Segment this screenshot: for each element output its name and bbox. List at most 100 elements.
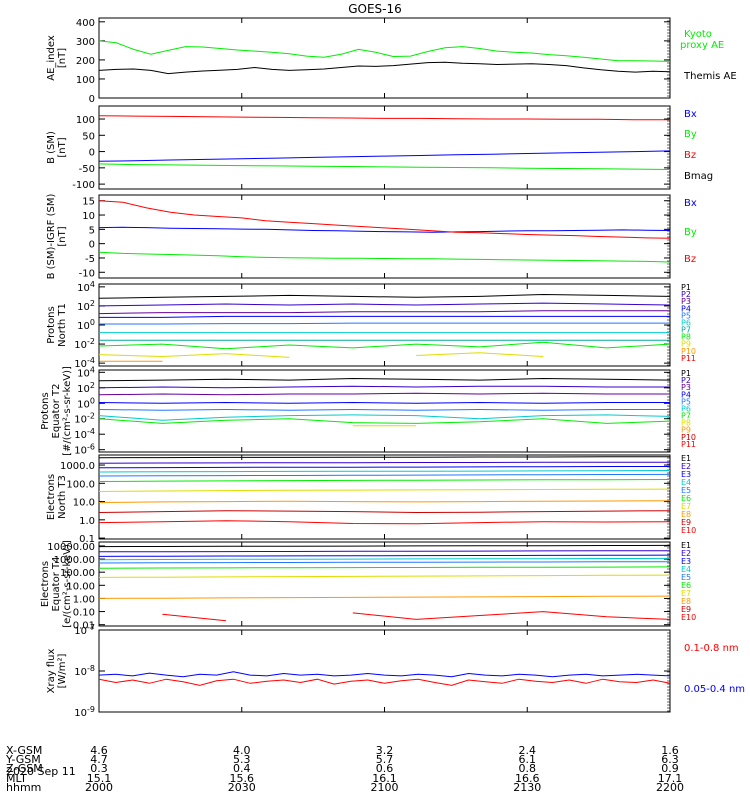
series-line-e6 <box>98 479 671 482</box>
y-tick-label: 300 <box>76 37 95 48</box>
panel-frame <box>98 194 671 279</box>
series-line-bz <box>98 200 671 239</box>
series-line-p6 <box>98 414 671 421</box>
legend-e9: E9 <box>681 605 691 614</box>
y-tick-label: 0.10 <box>73 608 95 619</box>
series-line-e5 <box>98 561 671 564</box>
ephem-value: 0.6 <box>375 762 394 775</box>
panel-frame <box>98 541 671 627</box>
legend-bz: Bz <box>684 254 696 265</box>
y-tick-label: 10.0 <box>73 498 95 509</box>
y-tick-label: 10-2 <box>74 337 95 351</box>
series-line-bx <box>98 226 671 233</box>
y-axis-label: B (SM)[nT] <box>46 131 68 164</box>
ephem-value: 0.8 <box>518 762 537 775</box>
ephem-value: 0.9 <box>661 762 679 775</box>
series-line-p7 <box>98 418 671 424</box>
series-line-e7 <box>98 574 671 578</box>
y-tick-label: 102 <box>77 381 95 395</box>
ephem-label: X-GSM <box>6 744 43 757</box>
series-line-p3 <box>98 310 670 315</box>
ephem-value: 17.1 <box>657 772 683 785</box>
legend-e8: E8 <box>681 597 691 606</box>
y-tick-label: -5 <box>85 254 95 265</box>
legend-e4: E4 <box>681 478 691 487</box>
legend-e9: E9 <box>681 518 691 527</box>
series-line-p8 <box>98 341 671 350</box>
y-tick-label: 200 <box>76 56 95 67</box>
y-axis-label: B (SM)-IGRF (SM)[nT] <box>46 194 68 280</box>
legend-e7: E7 <box>681 589 691 598</box>
y-tick-label: 5 <box>89 225 95 236</box>
series-line-e9 <box>98 510 671 514</box>
legend-e3: E3 <box>681 557 691 566</box>
y-tick-label: 10-6 <box>74 443 95 457</box>
ephem-label: Z-GSM <box>6 762 43 775</box>
ephem-value: 2.4 <box>518 744 537 757</box>
ephem-value: 4.7 <box>90 753 108 766</box>
series-line-e6 <box>98 566 671 569</box>
ephem-value: 1.6 <box>661 744 679 757</box>
series-line-0.1-0.8-nm <box>98 678 671 686</box>
ephem-value: 6.1 <box>518 753 537 766</box>
series-line-p4 <box>98 401 670 404</box>
legend-p9: P9 <box>681 426 691 435</box>
y-tick-label: 1000.00 <box>54 555 95 566</box>
series-line-p5 <box>99 322 670 325</box>
series-line-e7 <box>98 488 671 492</box>
ephem-value: 4.0 <box>233 744 251 757</box>
panel-frame <box>98 629 671 713</box>
legend-bx: Bx <box>684 109 697 120</box>
ephem-value: 0.4 <box>233 762 251 775</box>
y-tick-label: -10 <box>79 268 95 279</box>
panel-frame <box>98 283 671 367</box>
y-tick-label: 10.00 <box>66 581 95 592</box>
y-tick-label: 0.01 <box>73 621 95 632</box>
series-line-p1 <box>98 293 671 299</box>
panel-2: -100 -50 0 50 100 B (SM)[nT] Bx By Bz Bmag <box>46 105 713 191</box>
legend-p7: P7 <box>681 412 691 421</box>
y-tick-label: 104 <box>77 365 95 379</box>
y-axis-label: ElectronsNorth T3 <box>46 474 68 520</box>
series-line-by <box>98 163 671 170</box>
legend-by: By <box>684 227 697 238</box>
y-tick-label: 100 <box>77 396 95 410</box>
y-tick-label: 10-7 <box>74 623 95 637</box>
ephem-value: 3.2 <box>375 744 394 757</box>
legend-p3: P3 <box>681 297 691 306</box>
y-axis-label: AE_index[nT] <box>46 35 68 81</box>
ephem-value: 15.1 <box>86 772 112 785</box>
ephem-value: 16.6 <box>515 772 540 785</box>
legend-e3: E3 <box>681 470 691 479</box>
y-tick-label: 0.1 <box>79 534 95 545</box>
series-line-e10 <box>98 520 671 525</box>
y-axis-label: ProtonsNorth T1 <box>46 303 68 347</box>
legend-e6: E6 <box>681 581 691 590</box>
legend-e1: E1 <box>681 541 691 550</box>
ephem-value: 2130 <box>513 781 542 794</box>
y-tick-label: 0 <box>89 240 95 251</box>
y-tick-label: 100 <box>76 115 95 126</box>
y-tick-label: 10-4 <box>74 427 95 441</box>
ephem-value: 5.7 <box>375 753 394 766</box>
y-tick-label: 400 <box>76 18 95 29</box>
series-line-bz <box>98 115 670 121</box>
legend-p4: P4 <box>681 390 691 399</box>
legend-p11: P11 <box>681 354 696 363</box>
legend-themis-ae: Themis AE <box>683 71 737 82</box>
legend-p3: P3 <box>681 383 691 392</box>
y-tick-label: 10-2 <box>74 412 95 426</box>
legend-p6: P6 <box>681 404 691 413</box>
panel-frame <box>98 17 671 99</box>
series-line-0.05-0.4-nm <box>98 671 671 678</box>
ephem-value: 2030 <box>227 781 256 794</box>
ephem-value: 2200 <box>656 781 684 794</box>
y-tick-label: -50 <box>79 164 95 175</box>
y-tick-label: 1.00 <box>73 594 95 605</box>
ephem-value: 16.1 <box>372 772 397 785</box>
ephem-value: 0.3 <box>90 762 108 775</box>
y-axis-label: Xray flux[W/m²] <box>46 649 68 694</box>
y-tick-label: 10-8 <box>74 664 95 678</box>
panel-3: -10 -5 0 5 10 15 B (SM)-IGRF (SM)[nT] Bx By Bz <box>46 194 697 280</box>
